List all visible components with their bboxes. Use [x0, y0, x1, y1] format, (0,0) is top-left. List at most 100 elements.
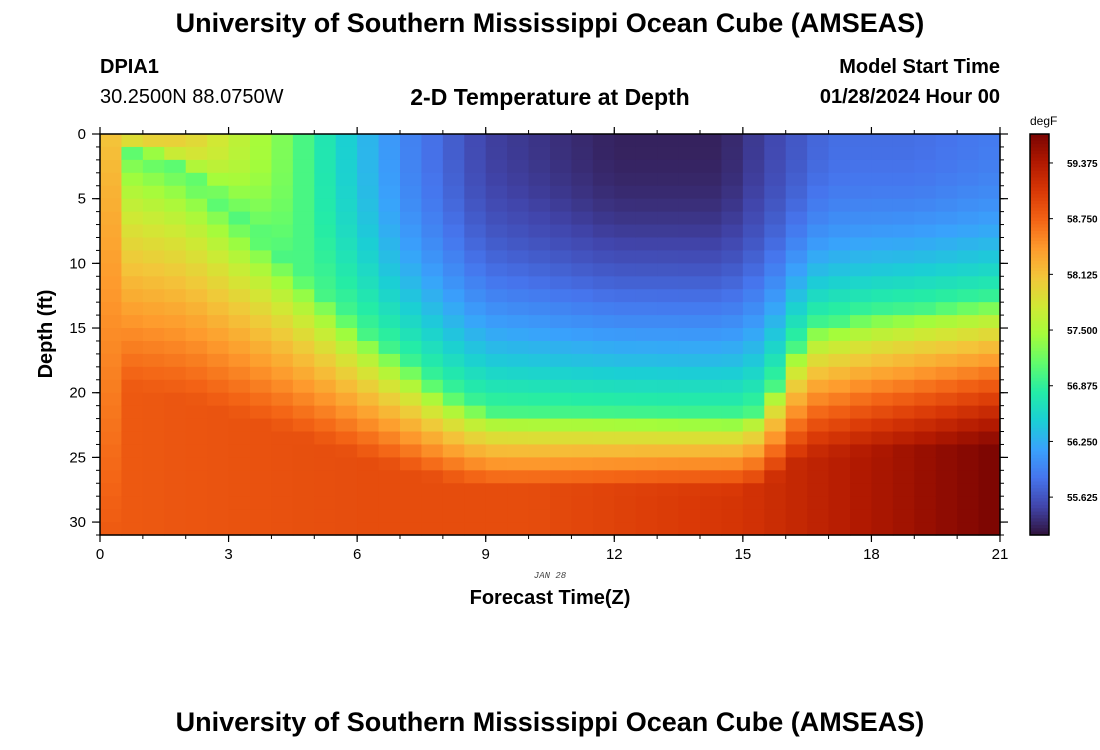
heatmap-cell	[957, 159, 980, 174]
heatmap-cell	[742, 289, 765, 303]
heatmap-cell	[442, 315, 465, 329]
heatmap-cell	[442, 159, 465, 174]
colorbar-cell	[1030, 478, 1049, 483]
heatmap-cell	[957, 353, 980, 368]
heatmap-cell	[142, 276, 165, 290]
x-tick-label: 9	[482, 546, 490, 563]
heatmap-cell	[571, 134, 594, 148]
heatmap-cell	[378, 509, 401, 523]
heatmap-cell	[700, 185, 723, 200]
heatmap-cell	[464, 134, 487, 148]
heatmap-cell	[742, 444, 765, 458]
heatmap-cell	[978, 418, 1001, 433]
heatmap-cell	[528, 302, 551, 316]
heatmap-cell	[250, 250, 273, 264]
heatmap-cell	[592, 509, 615, 523]
heatmap-cell	[657, 276, 680, 290]
heatmap-cell	[250, 263, 273, 277]
heatmap-cell	[892, 366, 915, 381]
heatmap-cell	[400, 159, 423, 174]
heatmap-cell	[207, 185, 230, 200]
heatmap-cell	[828, 470, 851, 484]
heatmap-cell	[742, 405, 765, 420]
heatmap-cell	[614, 237, 637, 252]
colorbar-cell	[1030, 147, 1049, 152]
heatmap-cell	[871, 509, 894, 523]
heatmap-cell	[721, 457, 744, 471]
heatmap-cell	[314, 509, 337, 523]
heatmap-cell	[142, 134, 165, 148]
heatmap-cell	[378, 250, 401, 264]
heatmap-cell	[764, 340, 787, 355]
heatmap-cell	[764, 496, 787, 510]
heatmap-cell	[207, 172, 230, 187]
heatmap-cell	[164, 198, 187, 213]
heatmap-cell	[250, 276, 273, 290]
heatmap-cell	[507, 289, 530, 303]
heatmap-cell	[228, 172, 251, 187]
heatmap-cell	[850, 134, 873, 148]
colorbar-cell	[1030, 284, 1049, 289]
heatmap-cell	[700, 276, 723, 290]
heatmap-cell	[207, 522, 230, 536]
heatmap-cell	[592, 237, 615, 252]
heatmap-cell	[657, 224, 680, 239]
heatmap-cell	[442, 457, 465, 471]
heatmap-cell	[464, 444, 487, 458]
heatmap-cell	[421, 224, 444, 239]
heatmap-cell	[185, 431, 208, 446]
heatmap-cell	[207, 302, 230, 316]
heatmap-cell	[164, 366, 187, 381]
heatmap-cell	[742, 237, 765, 252]
heatmap-cell	[978, 392, 1001, 407]
colorbar-cell	[1030, 137, 1049, 142]
heatmap-cell	[678, 289, 701, 303]
heatmap-cell	[657, 483, 680, 497]
heatmap-cell	[400, 496, 423, 510]
heatmap-cell	[957, 276, 980, 290]
heatmap-cell	[164, 405, 187, 420]
heatmap-cell	[828, 457, 851, 471]
heatmap-cell	[550, 276, 573, 290]
heatmap-cell	[614, 250, 637, 264]
heatmap-cell	[871, 392, 894, 407]
heatmap-cell	[442, 289, 465, 303]
heatmap-cell	[250, 328, 273, 342]
heatmap-cell	[571, 522, 594, 536]
heatmap-cell	[550, 211, 573, 226]
heatmap-cell	[164, 522, 187, 536]
heatmap-cell	[121, 250, 144, 264]
heatmap-cell	[871, 172, 894, 187]
heatmap-cell	[442, 172, 465, 187]
y-axis-title: Depth (ft)	[35, 290, 57, 379]
heatmap-cell	[785, 289, 808, 303]
heatmap-cell	[100, 496, 123, 510]
heatmap-cell	[271, 328, 294, 342]
colorbar-cell	[1030, 244, 1049, 249]
heatmap-cell	[228, 431, 251, 446]
heatmap-cell	[528, 237, 551, 252]
colorbar-cell	[1030, 337, 1049, 342]
heatmap-cell	[335, 457, 358, 471]
heatmap-cell	[935, 146, 958, 161]
heatmap-cell	[828, 172, 851, 187]
heatmap-cell	[442, 211, 465, 226]
heatmap-cell	[914, 250, 937, 264]
heatmap-cell	[871, 431, 894, 446]
heatmap-cell	[228, 509, 251, 523]
heatmap-cell	[721, 379, 744, 394]
heatmap-cell	[850, 457, 873, 471]
heatmap-cell	[207, 431, 230, 446]
heatmap-cell	[528, 159, 551, 174]
heatmap-cell	[828, 198, 851, 213]
heatmap-cell	[292, 237, 315, 252]
heatmap-cell	[400, 483, 423, 497]
heatmap-cell	[957, 328, 980, 342]
heatmap-cell	[764, 198, 787, 213]
heatmap-cell	[314, 159, 337, 174]
heatmap-cell	[700, 496, 723, 510]
heatmap-cell	[914, 483, 937, 497]
heatmap-cell	[357, 431, 380, 446]
heatmap-cell	[914, 211, 937, 226]
heatmap-cell	[464, 146, 487, 161]
